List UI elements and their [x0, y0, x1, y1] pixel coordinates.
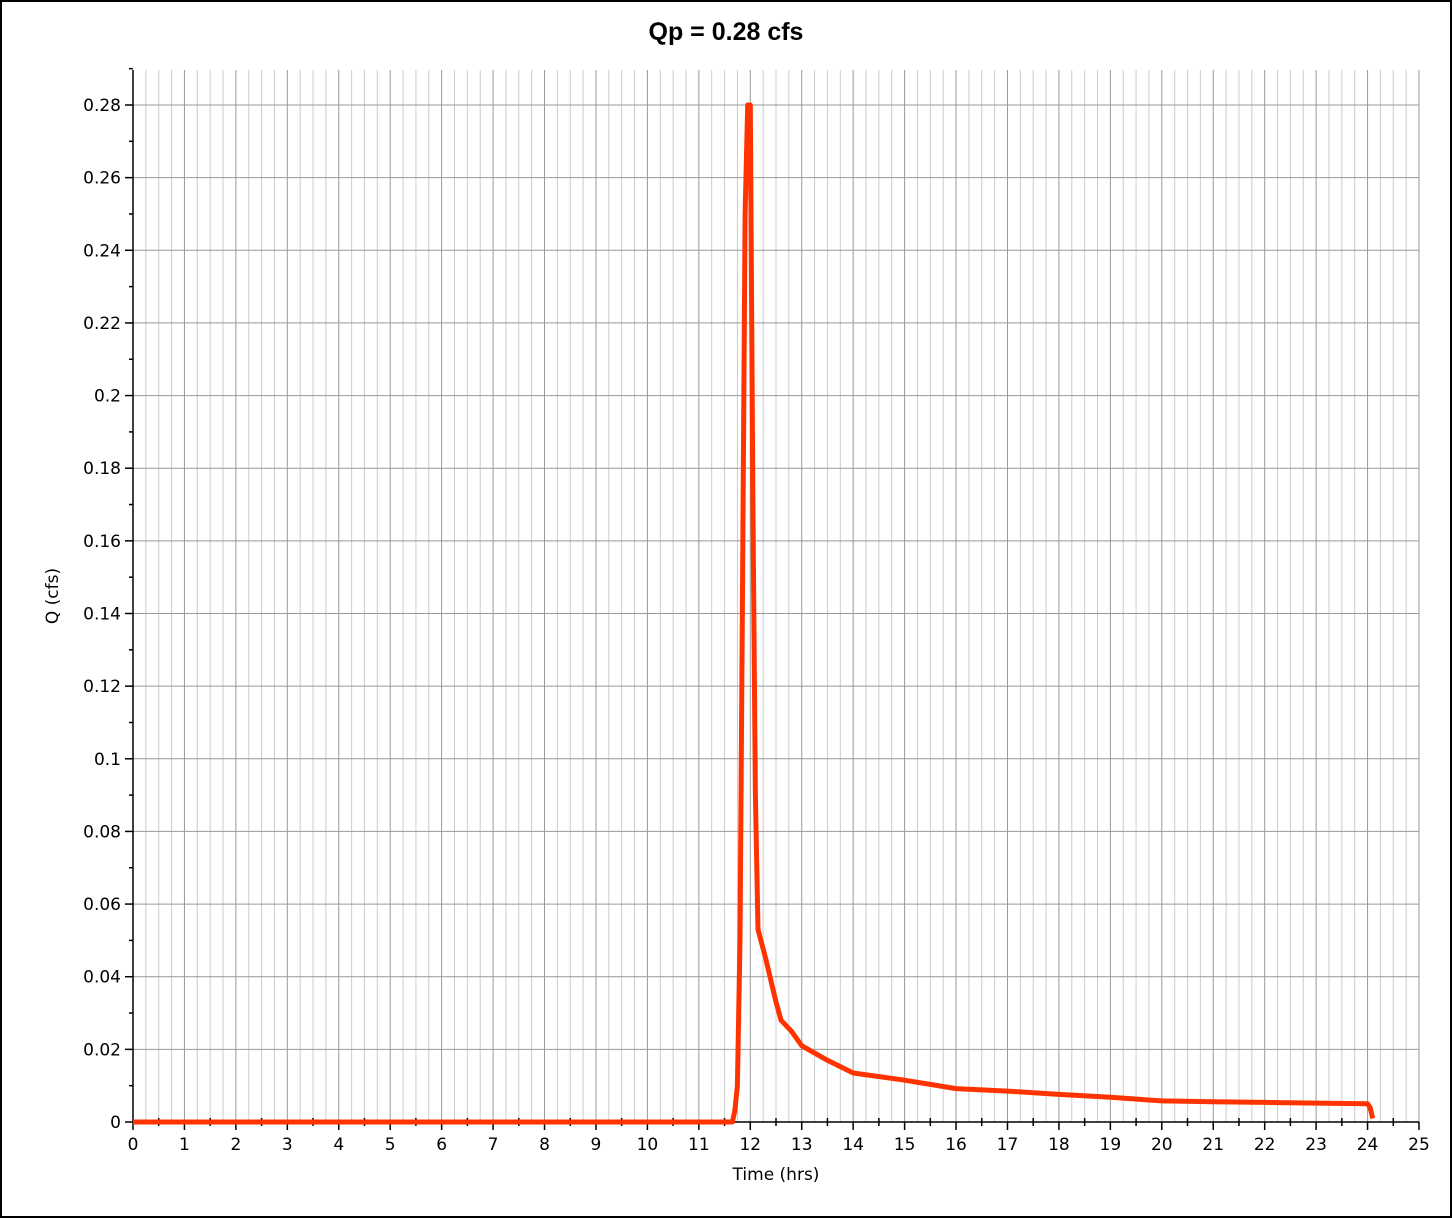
y-tick-label: 0.24 [83, 241, 121, 261]
y-tick-label: 0.14 [83, 605, 121, 625]
x-tick-label: 18 [1048, 1135, 1070, 1155]
x-tick-label: 3 [282, 1135, 293, 1155]
x-tick-label: 10 [637, 1135, 659, 1155]
major-grid [133, 70, 1420, 1122]
x-tick-label: 0 [128, 1135, 139, 1155]
x-tick-label: 23 [1305, 1135, 1327, 1155]
x-tick-label: 16 [945, 1135, 967, 1155]
x-tick-label: 19 [1100, 1135, 1122, 1155]
x-tick-label: 13 [791, 1135, 813, 1155]
x-tick-label: 5 [385, 1135, 396, 1155]
x-tick-label: 9 [591, 1135, 602, 1155]
y-tick-label: 0.04 [83, 968, 121, 988]
x-tick-label: 2 [230, 1135, 241, 1155]
x-tick-label: 25 [1408, 1135, 1430, 1155]
chart-title: Qp = 0.28 cfs [648, 18, 804, 46]
y-tick-label: 0 [110, 1113, 121, 1133]
x-axis-title: Time (hrs) [732, 1165, 820, 1185]
x-tick-label: 8 [539, 1135, 550, 1155]
x-tick-label: 12 [739, 1135, 761, 1155]
x-tick-label: 7 [488, 1135, 499, 1155]
y-axis-title: Q (cfs) [43, 568, 63, 624]
y-tick-label: 0.02 [83, 1040, 121, 1060]
y-tick-label: 0.18 [83, 459, 121, 479]
x-tick-label: 17 [997, 1135, 1019, 1155]
y-axis-ticks: 0 0.02 0.04 0.06 0.08 0.1 0.12 0.14 0.16 0.18 0.2 0… [83, 67, 133, 1133]
x-tick-label: 6 [436, 1135, 447, 1155]
x-tick-label: 15 [894, 1135, 916, 1155]
x-tick-label: 11 [688, 1135, 710, 1155]
x-tick-label: 21 [1202, 1135, 1224, 1155]
x-tick-label: 22 [1254, 1135, 1276, 1155]
series-layer [133, 102, 1376, 1125]
series-line [133, 102, 1376, 1125]
y-tick-label: 0.06 [83, 895, 121, 915]
x-tick-label: 4 [333, 1135, 344, 1155]
x-tick-label: 24 [1357, 1135, 1379, 1155]
minor-grid [145, 70, 1407, 1122]
x-tick-label: 1 [179, 1135, 190, 1155]
x-tick-label: 20 [1151, 1135, 1173, 1155]
x-tick-label: 14 [842, 1135, 864, 1155]
y-tick-label: 0.08 [83, 822, 121, 842]
x-axis-ticks: 0 1 2 3 4 5 6 7 8 9 10 11 12 13 14 15 16 17 18 19 20 21 22 23 24… [128, 1118, 1430, 1155]
y-tick-label: 0.28 [83, 96, 121, 116]
y-tick-label: 0.1 [94, 750, 121, 770]
y-tick-label: 0.16 [83, 532, 121, 552]
y-tick-label: 0.22 [83, 314, 121, 334]
y-tick-label: 0.26 [83, 169, 121, 189]
y-tick-label: 0.2 [94, 387, 121, 407]
y-tick-label: 0.12 [83, 677, 121, 697]
